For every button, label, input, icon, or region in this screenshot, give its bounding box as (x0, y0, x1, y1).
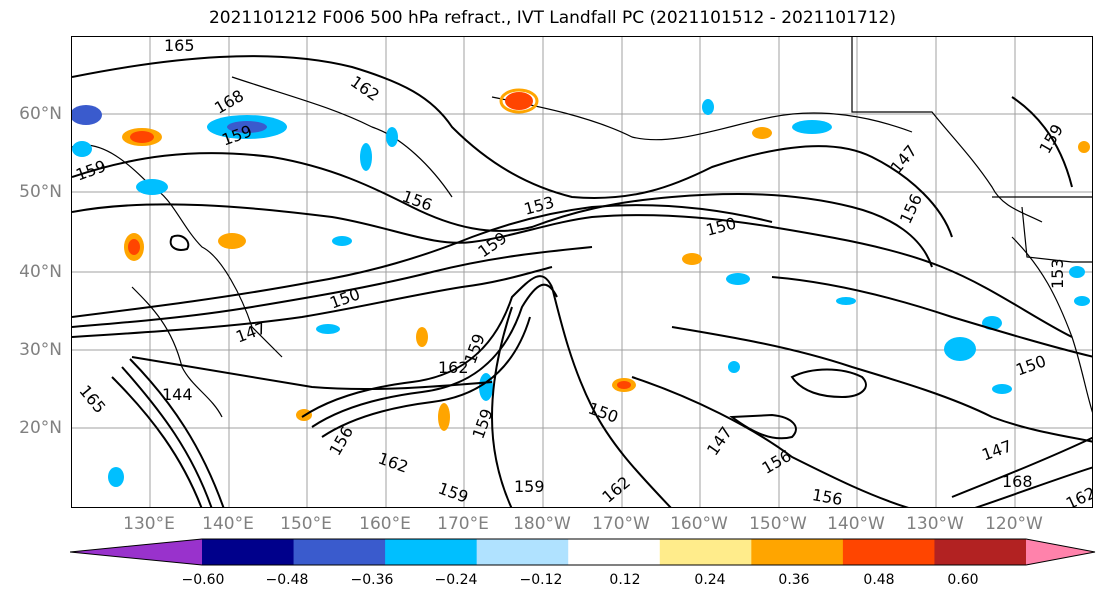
lat-label-30n: 30°N (19, 340, 62, 360)
colorbar-tick: 0.36 (778, 572, 810, 588)
contour-label: 156 (759, 446, 795, 478)
graticule (72, 37, 1092, 507)
lon-label-180w: 180°W (513, 514, 571, 534)
lat-label-20n: 20°N (19, 418, 62, 438)
contour-label: 162 (438, 358, 469, 377)
colorbar-segment (751, 539, 844, 565)
contour-label: 156 (400, 186, 435, 214)
colorbar-tick: −0.12 (519, 572, 563, 588)
map-panel: 165 162 168 159 159 156 153 150 159 150 … (71, 36, 1093, 508)
contour-label: 168 (1002, 472, 1033, 491)
lon-label-160e: 160°E (359, 514, 411, 534)
contour-label: 156 (811, 485, 844, 508)
map-title: 2021101212 F006 500 hPa refract., IVT La… (208, 8, 896, 28)
refractivity-contours (72, 55, 1092, 507)
anomaly-patches (72, 88, 1090, 487)
lon-label-160w: 160°W (670, 514, 728, 534)
lon-label-150e: 150°E (280, 514, 332, 534)
lon-label-170w: 170°W (592, 514, 650, 534)
colorbar-segment (934, 539, 1027, 565)
lon-label-120w: 120°W (985, 514, 1043, 534)
colorbar-tick: 0.12 (609, 572, 641, 588)
colorbar (70, 538, 1096, 566)
contour-label: 165 (164, 37, 195, 55)
colorbar-extend-max (1026, 539, 1095, 565)
colorbar-segment (659, 539, 752, 565)
lat-label-60n: 60°N (19, 104, 62, 124)
colorbar-tick: 0.24 (694, 572, 726, 588)
colorbar-tick: 0.48 (863, 572, 895, 588)
contour-label: 156 (896, 191, 926, 227)
contour-label: 162 (347, 72, 383, 105)
colorbar-segment (476, 539, 569, 565)
colorbar-segments (70, 539, 1095, 565)
lon-label-150w: 150°W (749, 514, 807, 534)
contour-label: 159 (1035, 121, 1067, 157)
contour-label: 162 (1063, 483, 1093, 508)
map-plot: 165 162 168 159 159 156 153 150 159 150 … (72, 37, 1093, 508)
contour-label: 165 (75, 381, 109, 417)
lat-label-40n: 40°N (19, 262, 62, 282)
contour-label: 144 (162, 385, 193, 404)
contour-label: 147 (233, 318, 268, 346)
contour-label: 150 (704, 214, 738, 240)
contour-label: 159 (460, 331, 488, 366)
colorbar-segment (385, 539, 478, 565)
contour-label: 159 (514, 477, 545, 496)
colorbar-tick: −0.36 (350, 572, 394, 588)
lon-label-140e: 140°E (202, 514, 254, 534)
colorbar-segment (568, 539, 661, 565)
colorbar-segment (842, 539, 935, 565)
lon-label-130w: 130°W (906, 514, 964, 534)
contour-label: 150 (586, 398, 621, 426)
contour-label: 150 (327, 284, 362, 312)
colorbar-tick: −0.60 (181, 572, 225, 588)
contour-label: 159 (73, 156, 108, 184)
contour-label: 147 (979, 436, 1014, 464)
colorbar-tick: 0.60 (947, 572, 979, 588)
colorbar-tick: −0.24 (434, 572, 478, 588)
contour-label: 159 (436, 478, 471, 506)
colorbar-tick: −0.48 (265, 572, 309, 588)
colorbar-segment (293, 539, 386, 565)
colorbar-outline (70, 538, 1096, 566)
lon-label-170e: 170°E (437, 514, 489, 534)
lon-label-140w: 140°W (827, 514, 885, 534)
contour-label: 147 (887, 141, 921, 177)
coastlines (72, 37, 1092, 418)
lon-label-130e: 130°E (123, 514, 175, 534)
contour-label: 162 (376, 448, 411, 476)
lat-label-50n: 50°N (19, 182, 62, 202)
colorbar-segment (202, 539, 295, 565)
contour-label: 150 (1013, 351, 1048, 379)
colorbar-extend-min (70, 539, 202, 565)
contour-label: 153 (1048, 258, 1067, 289)
contour-label: 162 (598, 472, 634, 506)
